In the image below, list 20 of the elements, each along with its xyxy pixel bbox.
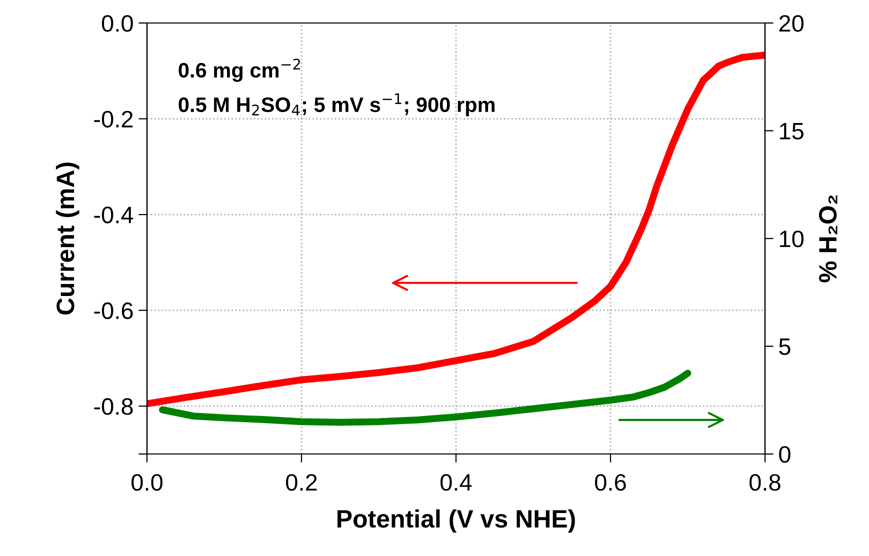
x-tick-label: 0.8 [750,474,780,491]
y2-axis-title: % H₂O₂ [819,195,838,282]
y-tick-label: 0.0 [102,15,133,32]
y-axis-title: Current (mA) [56,162,80,315]
y-tick-label: -0.6 [94,302,133,320]
y2-tick-label: 5 [779,338,790,356]
x-tick-label: 0.6 [595,474,626,491]
y2-tick-label: 15 [780,123,804,140]
y-tick-label: -0.8 [94,398,133,415]
x-tick-label: 0.4 [440,474,472,491]
y-tick-label: -0.2 [94,110,133,128]
annotation: 0.6 mg cm$^{−2}$ [178,58,300,82]
y2-tick-label: 0 [779,446,790,463]
y2-tick-label: 20 [779,15,804,32]
annotation: 0.5 M H$_{2}$SO$_{4}$; 5 mV s$^{−1}$; 900 rpm [178,93,495,116]
y2-tick-label: 10 [780,230,804,248]
x-tick-label: 0.2 [286,474,317,491]
x-tick-label: 0.0 [132,474,162,491]
y-tick-label: -0.4 [94,206,134,224]
x-axis-title: Potential (V vs NHE) [338,509,575,533]
